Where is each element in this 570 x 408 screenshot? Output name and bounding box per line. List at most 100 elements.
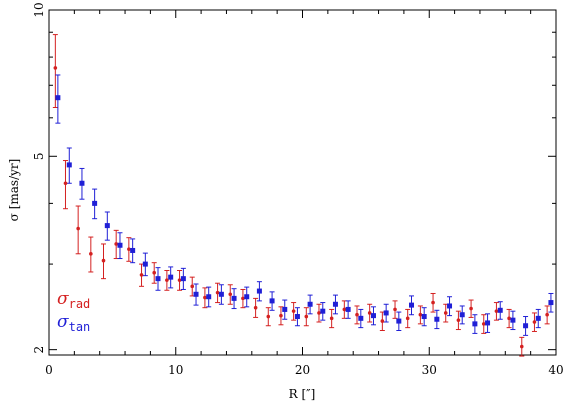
legend-entry-tan: σtan [57, 312, 90, 334]
data-point-tan [155, 276, 161, 282]
data-point-tan [104, 223, 110, 229]
data-point-rad [89, 251, 93, 256]
data-point-rad [342, 307, 347, 312]
data-point-rad [241, 296, 245, 301]
data-point-rad [519, 344, 524, 349]
data-point-rad [114, 242, 118, 246]
data-point-tan [396, 318, 402, 324]
data-point-tan [130, 247, 136, 253]
data-point-rad [253, 305, 258, 310]
data-point-rad [165, 278, 169, 282]
legend: σrad σtan [57, 289, 90, 334]
data-point-rad [317, 311, 321, 315]
legend-rad-symbol: σ [57, 289, 69, 309]
data-point-tan [168, 274, 174, 280]
axis-labels: R [″] σ [mas/yr] [7, 159, 315, 401]
data-point-rad [215, 290, 220, 295]
data-point-rad [279, 313, 283, 318]
data-point-rad [418, 312, 423, 317]
data-point-tan [332, 301, 338, 307]
data-markers [53, 66, 554, 349]
data-point-rad [367, 311, 372, 315]
data-point-tan [218, 291, 224, 297]
data-point-rad [291, 309, 296, 313]
x-tick-label: 10 [168, 363, 183, 377]
data-point-rad [545, 312, 549, 317]
data-point-rad [329, 316, 334, 321]
data-point-rad [76, 226, 80, 231]
data-point-tan [231, 295, 237, 301]
x-tick-label: 40 [548, 363, 563, 377]
data-point-tan [244, 294, 250, 300]
data-point-tan [497, 307, 503, 313]
data-point-tan [66, 162, 72, 168]
data-point-rad [405, 316, 410, 321]
data-point-rad [393, 307, 397, 312]
y-tick-label: 5 [32, 152, 46, 160]
data-point-tan [485, 320, 491, 326]
data-point-rad [190, 284, 195, 289]
data-point-tan [548, 300, 554, 306]
data-point-rad [266, 314, 271, 319]
data-point-tan [282, 306, 288, 312]
data-point-tan [92, 200, 98, 206]
data-point-rad [101, 258, 106, 263]
x-axis-title: R [″] [289, 387, 316, 401]
data-point-tan [294, 314, 300, 320]
legend-tan-symbol: σ [57, 312, 69, 332]
data-point-tan [370, 313, 376, 319]
data-point-tan [409, 302, 415, 308]
data-point-tan [345, 306, 351, 312]
x-tick-label: 20 [295, 363, 310, 377]
data-point-tan [256, 288, 262, 294]
data-point-tan [55, 95, 61, 101]
data-point-tan [79, 180, 85, 186]
legend-entry-rad: σrad [57, 289, 90, 311]
data-point-rad [304, 314, 309, 319]
x-tick-label: 0 [45, 363, 53, 377]
plot-area-border [48, 9, 557, 356]
y-tick-label: 2 [32, 346, 46, 354]
legend-rad-subscript: rad [69, 297, 91, 311]
data-point-tan [307, 301, 313, 307]
data-point-tan [459, 312, 465, 318]
data-point-rad [380, 319, 385, 323]
data-point-tan [523, 323, 529, 329]
data-point-rad [63, 181, 68, 186]
y-axis-title: σ [mas/yr] [7, 159, 21, 222]
data-point-rad [127, 247, 131, 251]
data-point-tan [535, 315, 541, 321]
data-point-rad [431, 300, 435, 305]
data-point-rad [532, 320, 537, 324]
data-point-rad [494, 309, 499, 313]
data-point-tan [358, 315, 364, 321]
data-point-tan [472, 321, 478, 327]
x-tick-label: 30 [422, 363, 437, 377]
data-point-rad [53, 66, 58, 70]
data-point-tan [383, 310, 389, 316]
legend-tan-subscript: tan [69, 320, 91, 334]
data-point-rad [139, 273, 144, 277]
data-point-tan [180, 276, 186, 282]
data-point-rad [456, 318, 461, 322]
data-point-tan [434, 316, 440, 322]
error-bars [52, 34, 554, 357]
data-point-rad [203, 295, 207, 300]
data-point-rad [507, 316, 511, 321]
data-point-tan [142, 261, 148, 267]
y-tick-label: 10 [32, 2, 46, 17]
data-point-tan [206, 294, 212, 300]
data-point-tan [510, 317, 516, 323]
data-point-tan [320, 308, 326, 314]
data-point-rad [228, 292, 233, 297]
data-point-tan [447, 303, 453, 309]
data-point-tan [421, 314, 427, 320]
data-point-tan [117, 242, 123, 248]
data-point-rad [443, 311, 448, 315]
data-point-tan [269, 298, 275, 304]
data-point-rad [481, 322, 486, 326]
data-point-rad [152, 270, 157, 275]
data-point-tan [193, 291, 199, 297]
